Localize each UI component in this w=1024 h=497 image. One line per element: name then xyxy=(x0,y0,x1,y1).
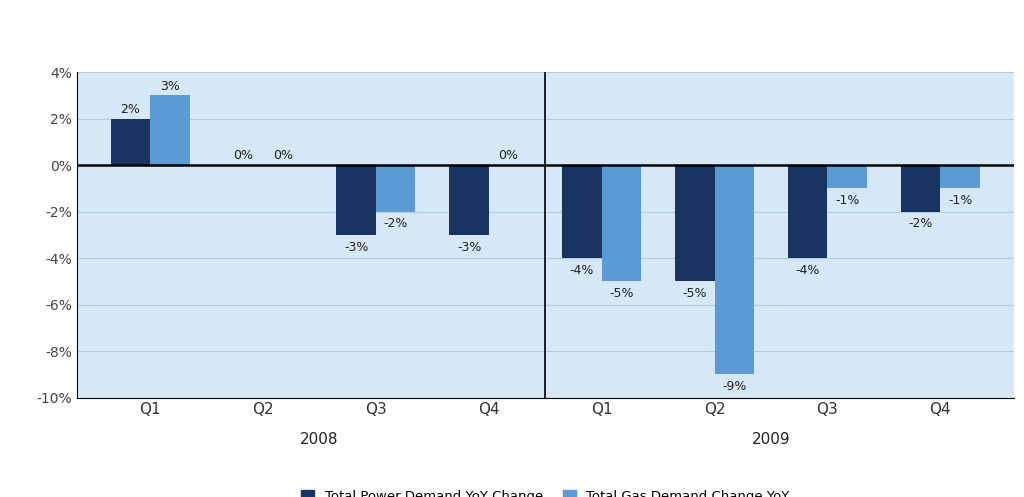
Bar xyxy=(450,165,488,235)
Bar xyxy=(376,165,416,212)
Bar xyxy=(562,165,602,258)
Text: 2009: 2009 xyxy=(752,432,791,447)
Text: 3%: 3% xyxy=(160,80,180,92)
Text: 0%: 0% xyxy=(272,149,293,163)
Text: -1%: -1% xyxy=(948,194,973,207)
Bar xyxy=(901,165,940,212)
Text: -5%: -5% xyxy=(683,287,708,300)
Text: -4%: -4% xyxy=(569,264,594,277)
Text: -4%: -4% xyxy=(796,264,820,277)
Bar xyxy=(602,165,641,281)
Text: 0%: 0% xyxy=(233,149,253,163)
Bar xyxy=(788,165,827,258)
Bar xyxy=(675,165,715,281)
Text: 2008: 2008 xyxy=(300,432,339,447)
Bar xyxy=(827,165,867,188)
Text: -3%: -3% xyxy=(457,241,481,253)
Legend: Total Power Demand YoY Change, Total Gas Demand Change YoY: Total Power Demand YoY Change, Total Gas… xyxy=(297,486,794,497)
Text: -3%: -3% xyxy=(344,241,369,253)
Text: 0%: 0% xyxy=(499,149,518,163)
Text: 2%: 2% xyxy=(121,103,140,116)
Text: -2%: -2% xyxy=(908,217,933,231)
Bar xyxy=(151,95,189,165)
Text: -1%: -1% xyxy=(835,194,859,207)
Bar xyxy=(337,165,376,235)
Text: -5%: -5% xyxy=(609,287,634,300)
Text: Exhibit 1:  Total Electricity and Natural Gas Demand YoY Change: Exhibit 1: Total Electricity and Natural… xyxy=(10,24,640,42)
Text: -2%: -2% xyxy=(384,217,408,231)
Bar xyxy=(940,165,980,188)
Bar xyxy=(715,165,754,374)
Bar xyxy=(111,119,151,165)
Text: -9%: -9% xyxy=(722,380,746,393)
